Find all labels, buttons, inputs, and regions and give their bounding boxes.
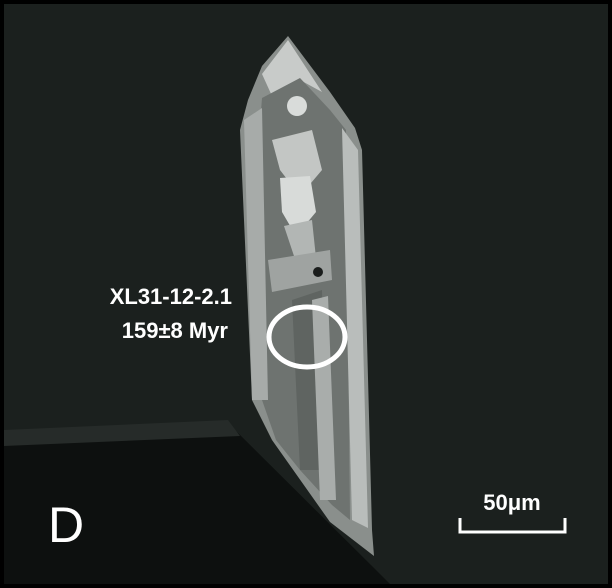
spot-id: XL31-12-2.1 bbox=[110, 284, 232, 309]
scale-bar-label: 50μm bbox=[483, 490, 541, 515]
micrograph: XL31-12-2.1 159±8 Myr D 50μm bbox=[0, 0, 612, 588]
spot-age: 159±8 Myr bbox=[122, 318, 229, 343]
page: XL31-12-2.1 159±8 Myr D 50μm (() => { co… bbox=[0, 0, 612, 588]
panel-label: D bbox=[48, 497, 84, 553]
